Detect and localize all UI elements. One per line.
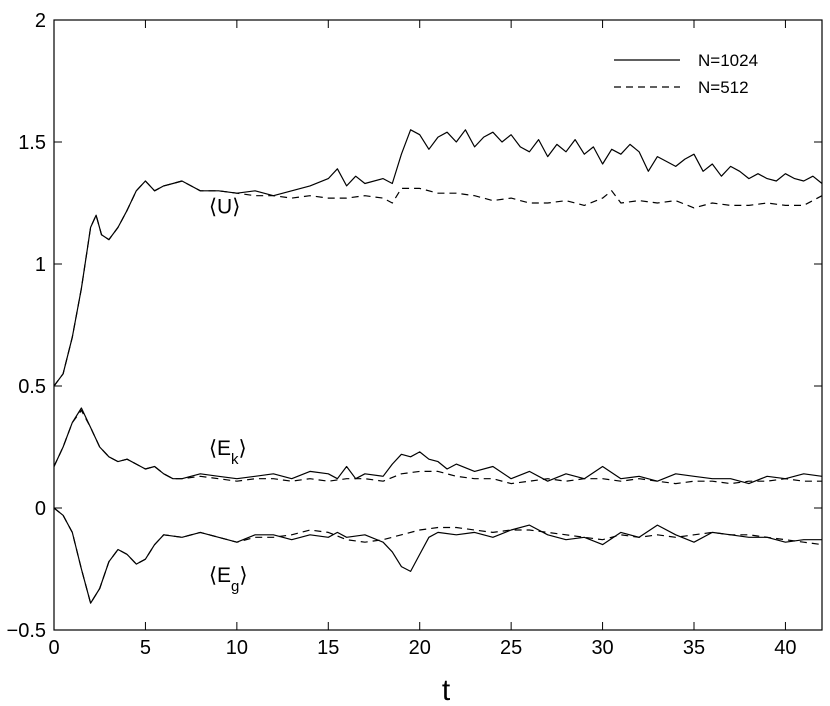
series-line-ek-n512 <box>53 409 822 485</box>
x-tick-label: 25 <box>500 637 522 659</box>
annotation-ek: ⟨Ek⟩ <box>209 437 247 468</box>
legend: N=1024 N=512 <box>614 51 758 97</box>
y-tick-label: 2 <box>35 10 46 32</box>
series-line-u-n512 <box>53 180 823 387</box>
annotation-u: ⟨U⟩ <box>209 195 241 218</box>
annotation-eg: ⟨Eg⟩ <box>209 564 248 595</box>
y-tick-label: 0.5 <box>18 376 46 398</box>
x-tick-label: 0 <box>48 637 59 659</box>
x-tick-label: 30 <box>591 637 613 659</box>
x-tick-label: 15 <box>317 637 339 659</box>
x-tick-label: 20 <box>409 637 431 659</box>
x-tick-label: 5 <box>140 637 151 659</box>
series-line-eg-n1024 <box>53 507 822 604</box>
legend-label-solid: N=1024 <box>698 51 758 70</box>
tick-group: 0 5 10 15 20 25 30 35 40−0.500.511.52 <box>7 10 822 659</box>
series-line-ek-n1024 <box>53 407 823 485</box>
y-tick-label: 0 <box>35 498 46 520</box>
series-line-u-n1024 <box>53 129 823 387</box>
series-group <box>53 129 823 604</box>
series-line-eg-n512 <box>53 507 823 604</box>
y-tick-label: 1 <box>35 254 46 276</box>
legend-label-dashed: N=512 <box>698 78 749 97</box>
x-axis-label: t <box>442 674 451 706</box>
y-tick-label: −0.5 <box>7 620 46 642</box>
x-tick-label: 10 <box>226 637 248 659</box>
annotation-group: ⟨U⟩ ⟨Ek⟩ ⟨Eg⟩ <box>209 195 248 594</box>
plot-frame <box>53 19 823 631</box>
x-tick-label: 40 <box>774 637 796 659</box>
y-tick-label: 1.5 <box>18 132 46 154</box>
x-tick-label: 35 <box>683 637 705 659</box>
